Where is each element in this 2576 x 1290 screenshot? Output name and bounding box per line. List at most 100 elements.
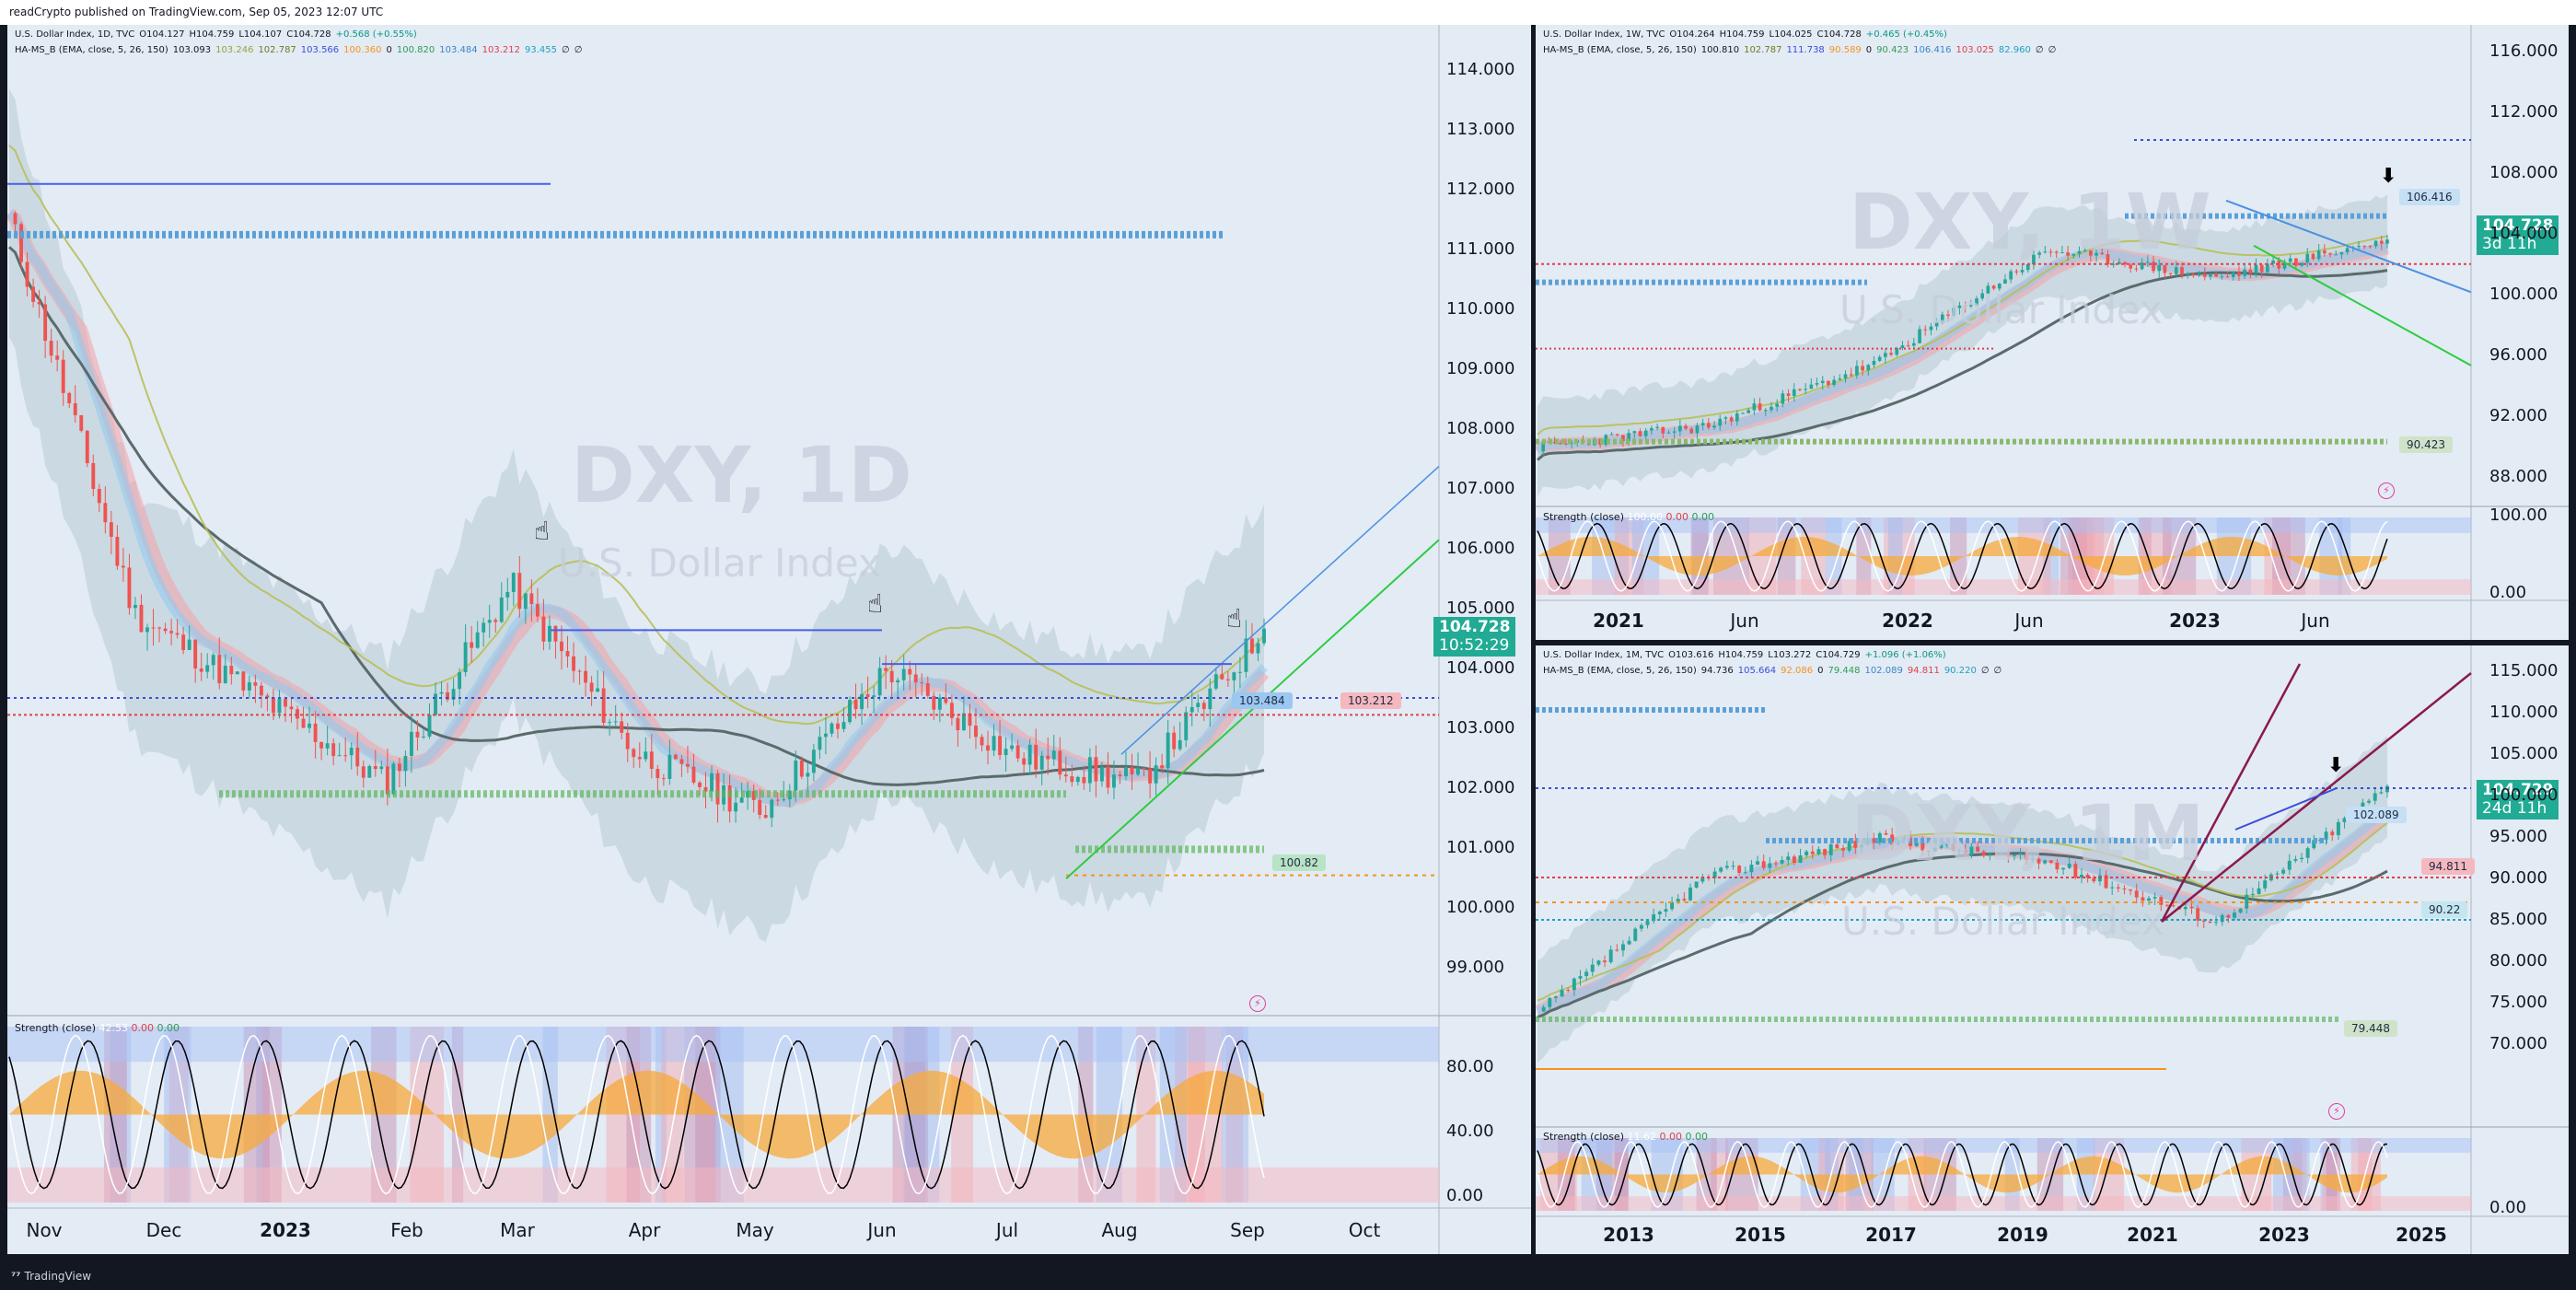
weekly-chart-canvas[interactable] [1536,25,2569,640]
candle-body [1237,671,1242,673]
candle-body [2287,860,2292,870]
candle-body [1918,329,1921,343]
candle-body [1643,430,1648,436]
candle-body [1051,750,1056,760]
candle-body [2152,261,2155,272]
monthly-event-icon[interactable]: ⚡ [2328,1103,2345,1120]
daily-event-icon[interactable]: ⚡ [1249,995,1266,1012]
candle-body [1895,348,1899,355]
candle-body [151,627,156,629]
candle-body [1034,744,1039,770]
candle-body [1957,305,1962,308]
candle-body [163,628,168,632]
candle-body [1991,285,1996,289]
candle-body [361,766,366,778]
candle-body [577,670,582,672]
candle-body [2334,254,2338,256]
candle-body [2368,246,2373,248]
daily-x-tick-label: Jul [995,1219,1019,1241]
candle-body [463,642,468,673]
candle-body [523,593,528,610]
candle-body [199,668,203,672]
daily-x-tick-label: Nov [26,1219,63,1241]
candle-body [1866,365,1871,371]
candle-body [505,591,510,598]
monthly-last-price-tag: 104.729 24d 11h [2477,780,2559,820]
ema-slow-ribbon [1536,806,2391,1017]
daily-y-tick-label: 108.000 [1446,419,1515,438]
candle-body [2189,906,2194,909]
candle-body [499,597,504,622]
weekly-indicator-legend: HA-MS_B (EMA, close, 5, 26, 150) 100.810 1… [1543,45,2057,55]
candle-body [1823,849,1828,855]
daily-chart-panel[interactable]: U.S. Dollar Index, 1D, TVC O104.127 H104.7… [7,25,1531,1254]
candle-body [1142,767,1146,769]
candle-body [109,522,113,537]
candle-body [391,763,396,795]
weekly-x-tick-label: Jun [1730,610,1759,632]
monthly-chart-panel[interactable]: U.S. Dollar Index, 1M, TVC O103.616 H104.7… [1536,645,2569,1254]
candle-body [55,355,60,360]
candle-body [2293,858,2298,861]
daily-y-tick-label: 107.000 [1446,479,1515,498]
monthly-strength-tick-label: 0.00 [2489,1198,2527,1217]
candle-body [2379,240,2384,244]
monthly-indicator-legend: HA-MS_B (EMA, close, 5, 26, 150) 94.736 10… [1543,666,2002,676]
candle-body [1786,856,1791,860]
candle-body [2208,921,2212,923]
candle-body [253,682,258,686]
candle-body [2373,240,2378,247]
daily-y-tick-label: 102.000 [1446,778,1515,797]
candle-body [2140,262,2144,270]
candle-body [1939,844,1944,848]
candle-body [1633,928,1638,941]
weekly-chart-panel[interactable]: U.S. Dollar Index, 1W, TVC O104.264 H104.7… [1536,25,2569,640]
candle-body [1639,924,1643,929]
footer-logo-text[interactable]: TradingView [24,1270,92,1283]
candle-body [2311,253,2315,260]
candle-body [1664,909,1668,912]
candle-body [685,763,690,767]
candle-body [1015,745,1020,759]
candle-body [974,726,978,738]
candle-body [319,741,324,749]
candle-body [1655,426,1659,428]
candle-body [961,713,966,730]
candle-body [427,715,432,737]
candle-body [67,392,72,403]
monthly-x-tick-label: 2023 [2258,1224,2310,1246]
monthly-chart-canvas[interactable] [1536,645,2569,1254]
monthly-y-tick-label: 105.000 [2489,744,2559,763]
daily-chart-canvas[interactable] [7,25,1531,1254]
candle-body [265,695,270,698]
candle-body [1884,832,1888,835]
candle-body [1604,435,1608,446]
green-trendline [1065,539,1440,880]
candle-body [2066,252,2070,256]
candle-body [1136,767,1140,775]
candle-body [2020,270,2025,273]
candle-body [2250,893,2255,895]
candle-body [1688,887,1692,901]
candle-body [13,213,17,225]
candle-body [2214,922,2219,924]
candle-body [1661,426,1665,434]
daily-y-tick-label: 114.000 [1446,60,1515,79]
monthly-y-tick-label: 110.000 [2489,703,2559,722]
candle-body [1070,776,1074,783]
candle-body [2183,906,2187,910]
candle-body [487,620,492,623]
candle-body [1590,964,1595,972]
candle-body [1099,766,1104,782]
monthly-y-tick-label: 90.000 [2489,868,2547,888]
candle-body [2000,852,2004,855]
candle-body [1770,406,1773,411]
weekly-event-icon[interactable]: ⚡ [2378,482,2395,499]
candle-body [2277,260,2281,269]
daily-indicator-name: HA-MS_B (EMA, close, 5, 26, 150) [15,45,168,55]
candle-body [1827,380,1830,385]
candle-body [2048,251,2053,253]
weekly-x-tick-label: Jun [2014,610,2044,632]
monthly-y-tick-label: 115.000 [2489,661,2559,680]
candle-body [1798,389,1802,390]
